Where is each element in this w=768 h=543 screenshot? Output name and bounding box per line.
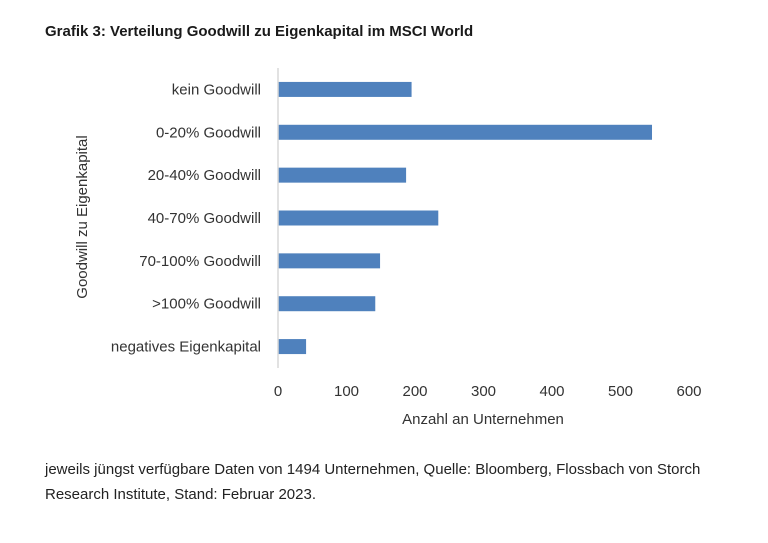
bar: [278, 339, 307, 355]
category-label: >100% Goodwill: [152, 296, 261, 313]
category-label: kein Goodwill: [172, 81, 261, 98]
x-tick-label: 0: [274, 383, 282, 400]
x-axis-label: Anzahl an Unternehmen: [402, 411, 564, 428]
bar: [278, 210, 439, 226]
x-tick-label: 600: [676, 383, 701, 400]
x-tick-labels: 0 100 200 300 400 500 600: [274, 383, 702, 400]
bars-group: [278, 81, 653, 355]
bar: [278, 167, 407, 183]
x-tick-label: 200: [402, 383, 427, 400]
footnote: jeweils jüngst verfügbare Daten von 1494…: [45, 461, 701, 503]
bar: [278, 253, 381, 269]
category-labels: kein Goodwill 0-20% Goodwill 20-40% Goodwi…: [111, 81, 261, 355]
x-tick-label: 300: [471, 383, 496, 400]
bar: [278, 296, 376, 312]
x-tick-label: 500: [608, 383, 633, 400]
category-label: 70-100% Goodwill: [139, 253, 261, 270]
category-label: 40-70% Goodwill: [148, 210, 261, 227]
x-tick-label: 100: [334, 383, 359, 400]
x-tick-label: 400: [539, 383, 564, 400]
category-label: 20-40% Goodwill: [148, 167, 261, 184]
y-axis-label: Goodwill zu Eigenkapital: [74, 135, 91, 298]
bar: [278, 81, 412, 97]
bar: [278, 124, 653, 140]
chart-title: Grafik 3: Verteilung Goodwill zu Eigenka…: [45, 23, 474, 40]
category-label: negatives Eigenkapital: [111, 339, 261, 356]
bar-chart: kein Goodwill 0-20% Goodwill 20-40% Goodwi…: [74, 68, 702, 428]
category-label: 0-20% Goodwill: [156, 124, 261, 141]
